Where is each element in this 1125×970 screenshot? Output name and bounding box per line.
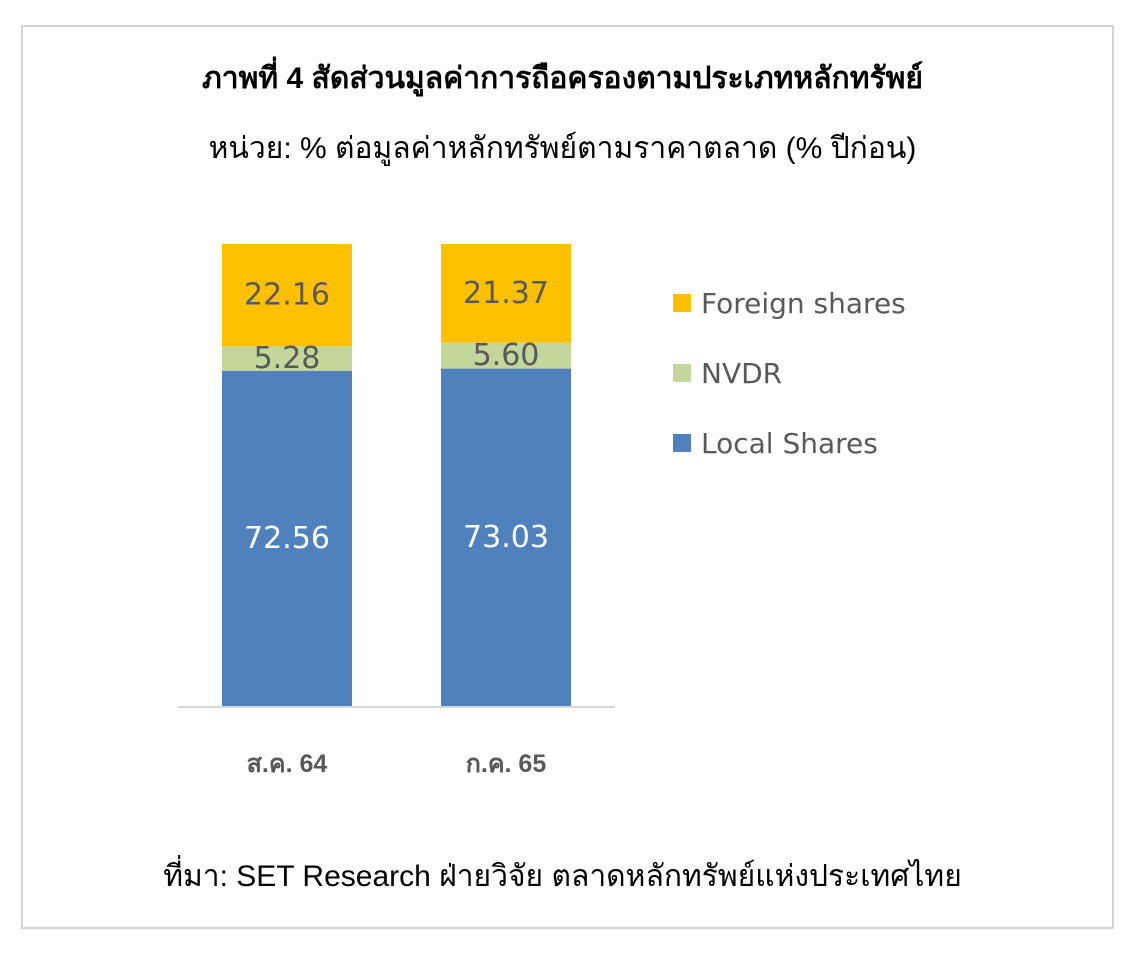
category-label-1: ส.ค. 64 — [247, 750, 328, 778]
legend-swatch — [673, 364, 691, 382]
chart-title: ภาพที่ 4 สัดส่วนมูลค่าการถือครองตามประเภ… — [202, 62, 923, 95]
legend-label: NVDR — [701, 356, 783, 390]
legend-item-1: Foreign shares — [673, 280, 906, 326]
bar-segment-local-2 — [441, 368, 571, 706]
bar-segment-nvdr-2 — [441, 342, 571, 369]
chart-source: ที่มา: SET Research ฝ่ายวิจัย ตลาดหลักทร… — [163, 860, 962, 893]
data-label-foreign-1: 22.16 — [244, 278, 330, 313]
legend-swatch — [673, 294, 691, 312]
data-label-local-2: 73.03 — [463, 520, 549, 555]
bar-segment-nvdr-1 — [222, 346, 352, 371]
data-label-foreign-2: 21.37 — [463, 276, 549, 311]
legend-item-2: NVDR — [673, 350, 906, 396]
legend-label: Local Shares — [701, 426, 878, 460]
bar-segment-foreign-2 — [441, 244, 571, 343]
legend-item-3: Local Shares — [673, 420, 906, 466]
bar-segment-local-1 — [222, 370, 352, 706]
chart-subtitle: หน่วย: % ต่อมูลค่าหลักทรัพย์ตามราคาตลาด … — [208, 132, 917, 165]
legend-label: Foreign shares — [701, 286, 906, 320]
data-label-nvdr-1: 5.28 — [254, 341, 321, 376]
bar-segment-foreign-1 — [222, 244, 352, 347]
legend-swatch — [673, 434, 691, 452]
category-label-2: ก.ค. 65 — [466, 750, 547, 778]
data-label-local-1: 72.56 — [244, 521, 330, 556]
chart-legend: Foreign shares NVDR Local Shares — [673, 280, 906, 490]
data-label-nvdr-2: 5.60 — [473, 338, 540, 373]
